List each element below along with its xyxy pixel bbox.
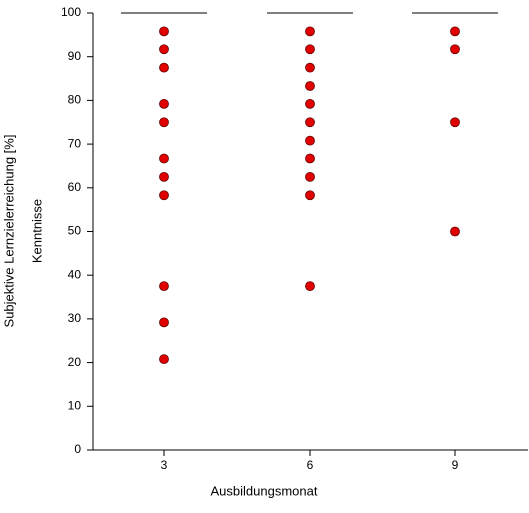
y-tick-label: 0: [74, 442, 81, 456]
y-axis-label: Subjektive Lernzielerreichung [%]: [1, 135, 16, 328]
outlier-point: [450, 226, 460, 237]
outlier-point: [159, 44, 169, 55]
y-tick-label: 20: [68, 355, 82, 369]
outlier-point: [159, 62, 169, 73]
x-axis-label: Ausbildungsmonat: [211, 483, 318, 498]
outlier-point: [159, 153, 169, 164]
y-tick-label: 80: [68, 93, 82, 107]
outlier-point: [450, 26, 460, 37]
x-tick-label: 9: [452, 458, 459, 472]
y-tick-label: 50: [68, 224, 82, 238]
y-tick-label: 60: [68, 180, 82, 194]
outlier-point: [159, 281, 169, 292]
outlier-point: [305, 26, 315, 37]
outlier-point: [305, 44, 315, 55]
outlier-point: [305, 135, 315, 146]
outlier-point: [305, 81, 315, 91]
outlier-point: [450, 117, 460, 128]
outlier-point: [450, 44, 460, 55]
outlier-point: [159, 98, 169, 109]
outlier-point: [159, 117, 169, 128]
outlier-point: [305, 281, 315, 292]
y-axis-label-2: Kenntnisse: [29, 199, 44, 263]
outlier-point: [305, 190, 315, 201]
y-tick-label: 10: [68, 398, 82, 412]
y-tick-label: 100: [61, 5, 81, 19]
y-tick-label: 40: [68, 267, 82, 281]
outlier-point: [305, 98, 315, 109]
outlier-point: [305, 171, 315, 182]
outlier-point: [305, 62, 315, 73]
outlier-point: [159, 171, 169, 182]
y-tick-label: 90: [68, 49, 82, 63]
y-tick-label: 30: [68, 311, 82, 325]
outlier-point: [305, 153, 315, 164]
x-tick-label: 3: [161, 458, 168, 472]
outlier-point: [159, 26, 169, 37]
outlier-point: [159, 354, 169, 365]
x-tick-label: 6: [307, 458, 314, 472]
outlier-point: [159, 317, 169, 328]
y-tick-label: 70: [68, 136, 82, 150]
outlier-point: [159, 190, 169, 201]
outlier-point: [305, 117, 315, 128]
